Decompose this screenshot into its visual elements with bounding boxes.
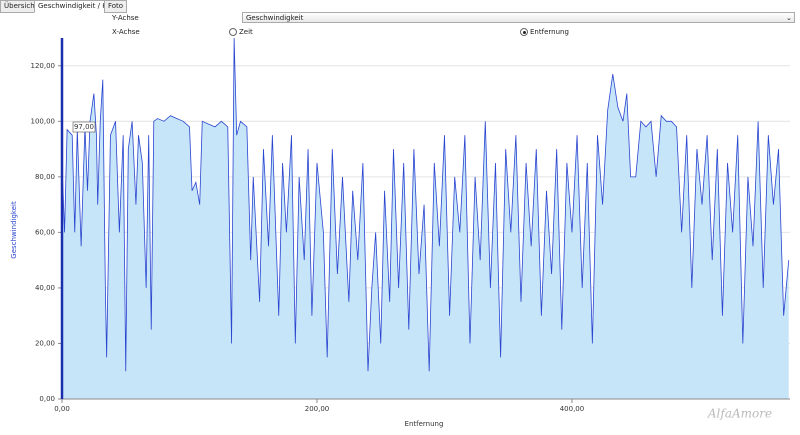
radio[interactable] (229, 28, 237, 36)
x-axis-label: X-Achse (112, 28, 140, 36)
tab[interactable]: Foto (104, 0, 128, 13)
x-axis-title: Entfernung (405, 420, 444, 428)
watermark: AlfaAmore (707, 407, 772, 421)
tooltip: 97,00 (74, 123, 94, 131)
y-tick-label: 0,00 (39, 395, 55, 403)
tooltip-box (72, 121, 96, 133)
radio-label[interactable]: Entfernung (530, 28, 569, 36)
y-tick-label: 40,00 (35, 284, 55, 292)
radio-selected[interactable] (520, 28, 528, 36)
x-tick-label: 400,00 (560, 405, 585, 413)
radio-label[interactable]: Zeit (239, 28, 253, 36)
y-axis-select[interactable]: Geschwindigkeit (242, 12, 795, 23)
y-axis-label: Y-Achse (112, 14, 139, 22)
x-tick-label: 0,00 (54, 405, 70, 413)
y-tick-label: 20,00 (35, 339, 55, 347)
y-tick-label: 120,00 (31, 62, 56, 70)
y-axis-title: Geschwindigkeit (10, 201, 18, 259)
y-tick-label: 80,00 (35, 173, 55, 181)
select-arrow: ⌄ (786, 14, 792, 22)
y-tick-label: 60,00 (35, 228, 55, 236)
y-tick-label: 100,00 (31, 117, 56, 125)
area-line (61, 37, 790, 372)
x-tick-label: 200,00 (305, 405, 330, 413)
